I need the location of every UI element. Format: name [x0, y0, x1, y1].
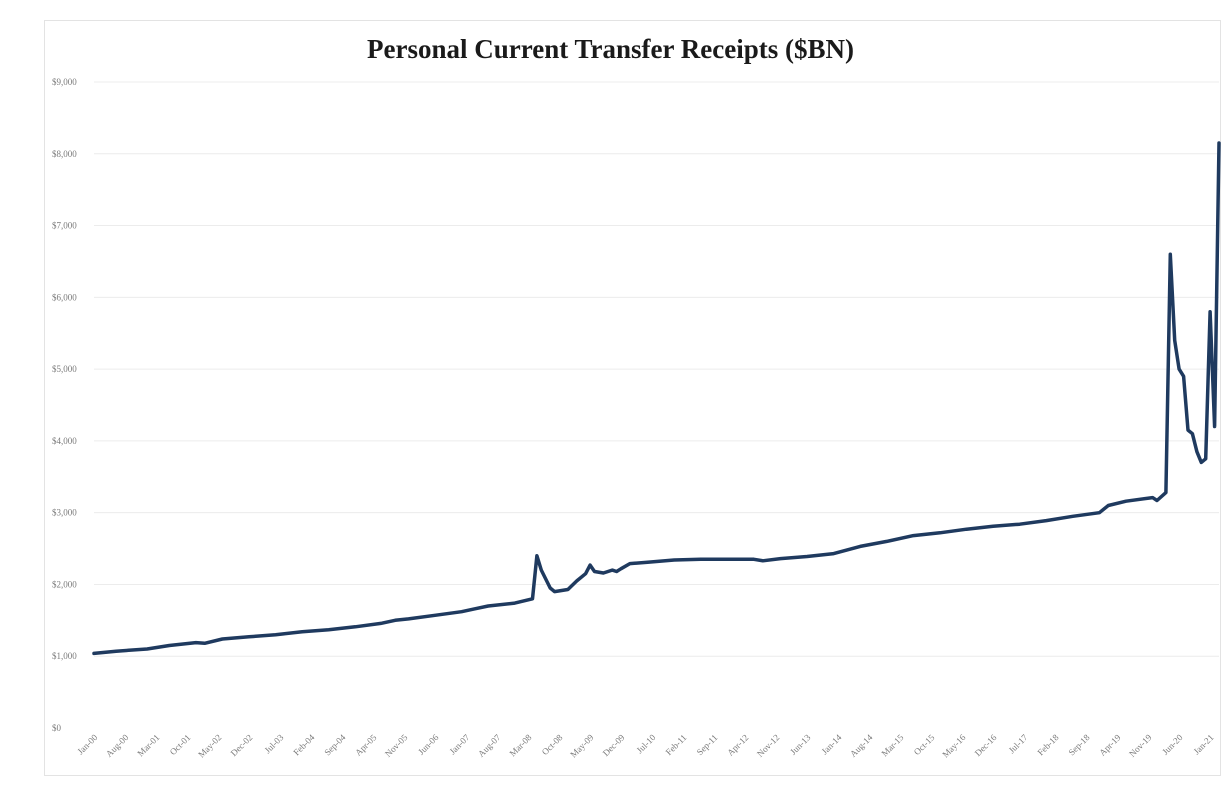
x-tick-label: May-16: [940, 732, 968, 760]
x-tick-label: Feb-11: [664, 732, 689, 757]
x-tick-label: Jan-07: [447, 732, 471, 756]
x-tick-label: Sep-11: [695, 732, 720, 757]
x-tick-label: Oct-01: [168, 732, 193, 757]
x-tick-label: Sep-18: [1066, 732, 1091, 757]
x-tick-label: Apr-19: [1097, 732, 1123, 758]
x-tick-label: May-09: [568, 732, 596, 760]
x-tick-label: Jan-00: [75, 732, 99, 756]
y-tick-label: $0: [52, 723, 62, 733]
chart-title: Personal Current Transfer Receipts ($BN): [367, 34, 854, 64]
x-tick-label: Nov-05: [383, 732, 410, 759]
x-tick-label: Feb-18: [1035, 732, 1060, 757]
x-tick-label: Apr-05: [353, 732, 379, 758]
x-tick-label: Nov-12: [755, 732, 782, 759]
x-tick-label: Sep-04: [322, 732, 347, 757]
x-tick-label: Mar-15: [879, 732, 905, 758]
x-tick-label: Jul-03: [262, 732, 285, 755]
x-tick-label: Jun-20: [1160, 732, 1185, 757]
x-tick-label: Aug-00: [104, 732, 131, 759]
x-tick-label: Oct-08: [540, 732, 565, 757]
x-tick-label: Dec-09: [601, 732, 627, 758]
y-tick-label: $1,000: [52, 651, 77, 661]
y-tick-label: $7,000: [52, 221, 77, 231]
x-tick-label: Nov-19: [1127, 732, 1154, 759]
x-tick-label: Jun-06: [416, 732, 441, 757]
x-tick-label: Jun-13: [788, 732, 813, 757]
y-tick-label: $8,000: [52, 149, 77, 159]
x-tick-label: Aug-07: [476, 732, 503, 759]
x-tick-label: Dec-02: [229, 732, 255, 758]
y-tick-label: $2,000: [52, 579, 77, 589]
x-tick-label: Mar-01: [135, 732, 161, 758]
x-tick-label: Dec-16: [973, 732, 999, 758]
x-tick-label: May-02: [196, 732, 223, 759]
y-tick-label: $4,000: [52, 436, 77, 446]
y-tick-label: $3,000: [52, 508, 77, 518]
y-tick-label: $5,000: [52, 364, 77, 374]
x-tick-label: Mar-08: [507, 732, 533, 758]
x-tick-label: Feb-04: [291, 732, 316, 757]
x-tick-label: Jul-17: [1007, 732, 1030, 755]
y-tick-label: $6,000: [52, 292, 77, 302]
series-line: [92, 141, 1221, 656]
x-tick-label: Oct-15: [912, 732, 937, 757]
x-tick-label: Aug-14: [848, 732, 875, 759]
y-tick-label: $9,000: [52, 77, 77, 87]
x-tick-label: Apr-12: [725, 732, 750, 757]
x-tick-label: Jan-14: [819, 732, 843, 756]
x-tick-label: Jul-10: [635, 732, 658, 755]
chart-frame: [44, 20, 1221, 776]
x-tick-label: Jan-21: [1192, 732, 1216, 756]
